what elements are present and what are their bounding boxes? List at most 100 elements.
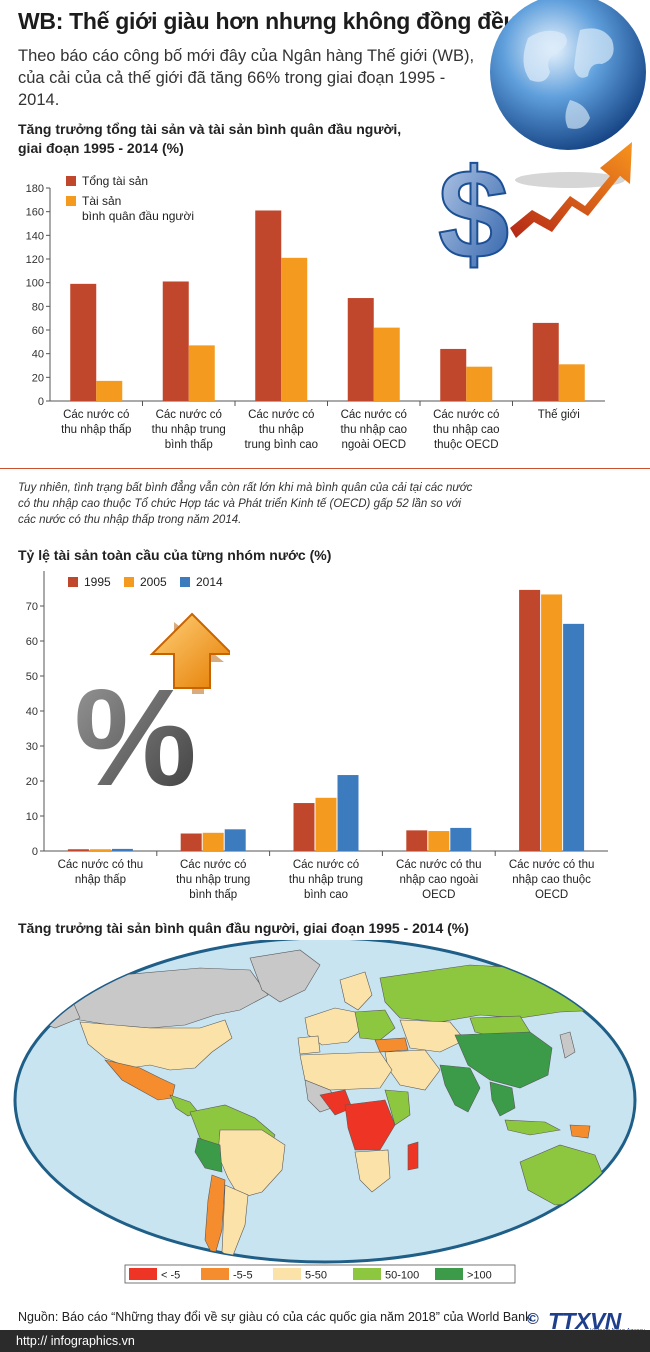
map-legend-label: 5-50	[305, 1270, 327, 1282]
bar	[224, 829, 246, 851]
bar	[202, 832, 224, 851]
bar	[440, 348, 467, 401]
bar	[111, 848, 133, 851]
growth-arrow-icon	[510, 142, 632, 238]
region-central-africa	[344, 1099, 396, 1151]
chart2-title: Tỷ lệ tài sản toàn cầu của từng nhóm nướ…	[18, 547, 332, 563]
bar	[89, 849, 111, 851]
y-tick-label: 80	[32, 301, 44, 313]
region-china	[454, 1031, 553, 1089]
decoration-graphic: $	[437, 0, 646, 275]
bar	[563, 623, 585, 851]
bar	[188, 345, 215, 401]
x-tick-label: Các nước có thu nhập thấp	[58, 859, 144, 886]
bar	[466, 366, 493, 401]
x-tick-label: Thế giới	[538, 409, 580, 421]
bar	[281, 257, 308, 401]
legend-label: 2005	[140, 575, 167, 589]
bar	[541, 594, 563, 851]
map-title: Tăng trưởng tài sản bình quân đầu người,…	[18, 920, 469, 936]
y-tick-label: 60	[26, 636, 38, 648]
map-legend-swatch	[129, 1268, 157, 1280]
note-text: Tuy nhiên, tình trạng bất bình đẳng vẫn …	[18, 482, 473, 526]
legend-swatch	[68, 577, 78, 587]
region-central-asia	[399, 1019, 466, 1053]
percent-icon: %	[74, 661, 197, 805]
region-scandinavia	[339, 971, 373, 1011]
region-usa	[79, 1019, 233, 1071]
region-europe-east	[354, 1009, 396, 1041]
x-tick-label: Các nước có thu nhập thấp	[61, 409, 131, 436]
svg-text:%: %	[74, 661, 197, 805]
x-tick-label: Các nước có thu nhập cao ngoài OECD	[396, 859, 482, 901]
map-legend-swatch	[273, 1268, 301, 1280]
chart1: 0 20 40 60 80 100 120 140 160 180 Các nước có thu n…	[26, 174, 605, 451]
legend-swatch	[180, 577, 190, 587]
y-tick-label: 20	[32, 372, 44, 384]
region-iberia	[297, 1035, 321, 1055]
bar	[67, 849, 89, 851]
bar	[519, 589, 541, 851]
x-tick-label: Các nước có thu nhập cao thuộc OECD	[433, 409, 500, 451]
y-tick-label: 40	[32, 349, 44, 361]
region-indonesia	[504, 1119, 561, 1136]
region-madagascar	[407, 1141, 419, 1171]
dollar-icon: $	[437, 142, 510, 275]
region-southern-africa	[354, 1149, 391, 1193]
footer-bar	[0, 1330, 650, 1352]
legend-label: 1995	[84, 575, 111, 589]
y-tick-label: 160	[26, 207, 44, 219]
svg-text:$: $	[438, 143, 509, 275]
bar	[96, 380, 123, 401]
bar	[337, 775, 359, 851]
legend-label: Tài sản bình quân đầu người	[82, 194, 194, 223]
x-tick-label: Các nước có thu nhập trung bình thấp	[176, 859, 250, 901]
source-text: Nguồn: Báo cáo “Những thay đổi về sự già…	[18, 1310, 532, 1324]
map-legend-label: -5-5	[233, 1270, 253, 1282]
bar	[180, 833, 202, 851]
y-tick-label: 100	[26, 278, 44, 290]
map-legend-label: < -5	[161, 1270, 180, 1282]
bar	[428, 831, 450, 851]
region-peru	[194, 1137, 223, 1173]
footer-url-link[interactable]: http:// infographics.vn	[16, 1334, 135, 1348]
region-east-africa	[384, 1089, 411, 1126]
region-japan	[559, 1031, 576, 1059]
y-tick-label: 60	[32, 325, 44, 337]
x-tick-label: Các nước có thu nhập trung bình thấp	[152, 409, 226, 451]
y-tick-label: 0	[32, 846, 38, 858]
y-tick-label: 50	[26, 671, 38, 683]
bar	[532, 322, 559, 401]
map-legend-label: 50-100	[385, 1270, 419, 1282]
bar	[406, 830, 428, 851]
up-arrow-icon	[149, 612, 230, 694]
region-turkey	[374, 1037, 409, 1053]
x-tick-label: Các nước có thu nhập trung bình cao	[244, 409, 318, 451]
legend-swatch	[66, 176, 76, 186]
ttxvn-logo: TTXVN	[548, 1308, 621, 1334]
y-tick-label: 0	[38, 396, 44, 408]
y-tick-label: 10	[26, 811, 38, 823]
y-tick-label: 30	[26, 741, 38, 753]
chart1-title: Tăng trưởng tổng tài sản và tài sản bình…	[18, 121, 402, 156]
map-legend-swatch	[201, 1268, 229, 1280]
copyright-symbol: ©	[527, 1311, 539, 1328]
map-legend-label: >100	[467, 1270, 492, 1282]
x-tick-label: Các nước có thu nhập cao thuộc OECD	[509, 859, 595, 901]
intro-text: Theo báo cáo công bố mới đây của Ngân hà…	[18, 47, 475, 109]
region-new-zealand	[619, 1197, 631, 1223]
legend-swatch	[66, 196, 76, 206]
chart2: 0 10 20 30 40 50 60 70 Các nước có thu nhập thấp C…	[26, 571, 608, 901]
y-tick-label: 70	[26, 601, 38, 613]
x-tick-label: Các nước có thu nhập cao ngoài OECD	[340, 409, 407, 451]
percent-decoration: %	[74, 612, 230, 805]
legend-label: 2014	[196, 575, 223, 589]
region-png	[569, 1124, 591, 1139]
y-tick-label: 180	[26, 183, 44, 195]
bar	[255, 210, 282, 401]
y-tick-label: 40	[26, 706, 38, 718]
bar	[315, 797, 337, 851]
region-greenland	[249, 949, 321, 1003]
bar	[558, 364, 585, 401]
bar	[373, 327, 400, 401]
